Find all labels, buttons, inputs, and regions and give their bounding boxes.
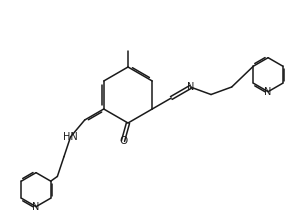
Text: N: N bbox=[187, 82, 194, 92]
Text: N: N bbox=[265, 87, 272, 97]
Text: O: O bbox=[119, 136, 127, 146]
Text: HN: HN bbox=[63, 132, 78, 142]
Text: N: N bbox=[32, 202, 40, 212]
